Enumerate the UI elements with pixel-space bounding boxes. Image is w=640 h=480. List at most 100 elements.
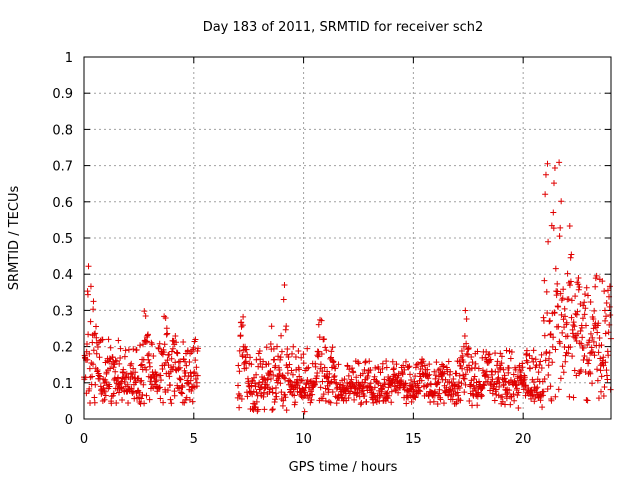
data-point [605,352,612,359]
data-point [408,377,415,384]
data-point [463,340,470,347]
data-point [271,399,278,406]
data-point [87,318,94,325]
data-point [274,343,281,350]
data-point [393,386,400,393]
data-point [414,361,421,368]
data-point [510,391,517,398]
data-point [141,364,148,371]
data-point [317,384,324,391]
data-point [235,362,242,369]
data-point [592,283,599,290]
data-point [113,400,120,407]
data-point [280,397,287,404]
data-point [317,316,324,323]
data-point [236,392,243,399]
data-point [361,379,368,386]
data-point [296,366,303,373]
data-point [582,291,589,298]
data-point [601,307,608,314]
data-point [492,350,499,357]
data-point [555,323,562,330]
data-point [411,393,418,400]
data-point [275,353,282,360]
data-point [478,385,485,392]
data-point [606,303,613,310]
data-point [139,391,146,398]
data-point [155,345,162,352]
data-point [550,180,557,187]
data-point [478,393,485,400]
data-point [502,378,509,385]
data-point [168,348,175,355]
data-point [160,399,167,406]
data-point [356,381,363,388]
data-point [93,350,100,357]
data-point [268,323,275,330]
data-point [561,305,568,312]
data-point [550,334,557,341]
data-point [269,406,276,413]
data-point [532,356,539,363]
data-point [542,191,549,198]
data-point [269,406,276,413]
data-point [277,356,284,363]
data-point [379,360,386,367]
data-point [291,392,298,399]
data-point [327,399,334,406]
data-point [253,389,260,396]
data-point [578,324,585,331]
data-point [157,395,164,402]
data-point [270,345,277,352]
data-point [406,363,413,370]
data-point [546,349,553,356]
data-point [541,332,548,339]
data-point [163,325,170,332]
data-point [494,358,501,365]
data-point [146,363,153,370]
data-point [459,365,466,372]
data-point [560,286,567,293]
data-point [107,365,114,372]
data-point [541,376,548,383]
data-point [594,329,601,336]
data-point [590,338,597,345]
data-point [96,354,103,361]
data-point [366,358,373,365]
data-point [260,389,267,396]
data-point [179,390,186,397]
data-point [319,378,326,385]
data-point [461,375,468,382]
data-point [586,357,593,364]
data-point [388,399,395,406]
data-point [573,311,580,318]
data-point [473,390,480,397]
data-point [549,359,556,366]
data-point [350,369,357,376]
data-point [127,370,134,377]
data-point [410,386,417,393]
data-point [599,278,606,285]
data-point [520,377,527,384]
data-point [512,366,519,373]
data-point [383,358,390,365]
data-point [244,393,251,400]
data-point [556,159,563,166]
data-point [495,369,502,376]
x-tick-label: 0 [80,432,88,447]
data-point [458,380,465,387]
data-point [171,392,178,399]
data-point [92,330,99,337]
data-point [192,357,199,364]
data-point [403,400,410,407]
data-point [417,388,424,395]
data-point [193,379,200,386]
data-point [358,399,365,406]
data-point [330,358,337,365]
data-point [255,406,262,413]
data-point [581,311,588,318]
data-point [440,363,447,370]
data-point [432,388,439,395]
data-point [286,361,293,368]
data-point [588,344,595,351]
